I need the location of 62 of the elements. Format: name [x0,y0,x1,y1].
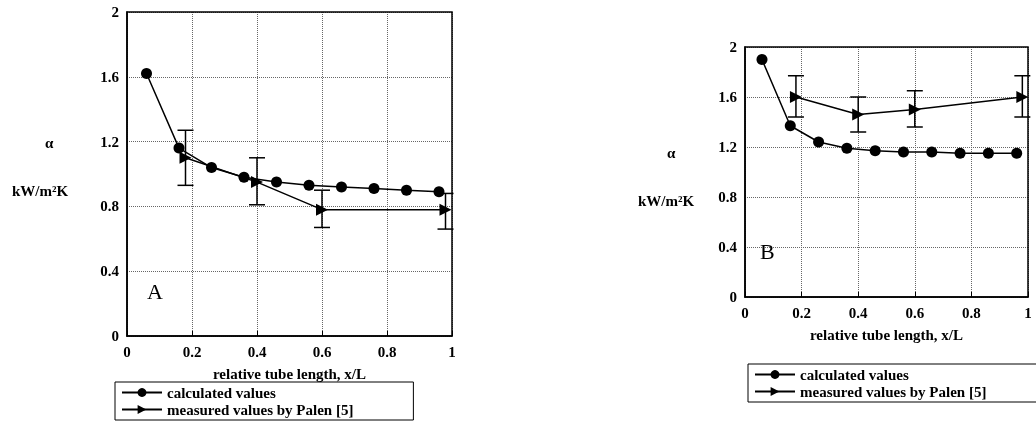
y-tick-label: 2 [729,39,737,55]
point [756,54,768,65]
point [433,186,445,198]
x-tick-label: 0 [741,304,749,321]
point [789,91,802,103]
point [908,103,921,116]
x-tick-label: 0.2 [182,343,202,360]
legend-label: measured values by Palen [5] [167,401,354,418]
point [982,147,994,159]
x-tick-label: 0.8 [377,343,397,360]
point [897,146,909,158]
x-tick-label: 0.4 [848,304,869,321]
y-tick-label: 1.6 [718,89,738,105]
x-tick-label: 0.2 [792,304,811,321]
point [336,181,347,193]
point [1011,147,1023,159]
y-tick-label: 1.6 [100,68,120,85]
x-tick-label: 1 [448,343,456,360]
annotation: A [147,278,163,304]
x-tick-label: 1 [1024,304,1032,321]
point [251,176,263,189]
point [1016,91,1029,103]
text: α kW/m²K [12,134,69,199]
y-tick-label: 0 [729,289,737,305]
x-tick-label: 0.4 [247,343,267,360]
point [316,203,328,216]
point [271,176,282,188]
y-tick-label: 0.8 [718,189,737,205]
y-tick-label: 1.2 [100,133,119,150]
x-axis-title: relative tube length, x/L [809,326,964,343]
point [869,145,881,157]
x-axis-title: relative tube length, x/L [212,365,367,382]
point [238,171,250,183]
point [141,68,152,80]
point [926,146,938,158]
point [954,147,966,159]
y-tick-label: 0.4 [718,239,738,255]
y-tick-label: 0.8 [100,198,119,215]
point [852,108,865,121]
x-tick-label: 0.6 [905,304,925,321]
text: α kW/m²K [638,144,695,209]
legend-label: measured values by Palen [5] [800,383,987,400]
y-tick-label: 2 [111,4,119,20]
point [784,120,796,132]
x-tick-label: 0.8 [962,304,981,321]
point [179,151,192,164]
x-tick-label: 0 [123,343,131,360]
point [303,179,315,191]
point [401,184,412,196]
y-tick-label: 1.2 [718,139,737,155]
y-tick-label: 0.4 [100,263,120,280]
y-tick-label: 0 [111,328,119,344]
point [368,183,380,195]
point [439,203,452,216]
x-tick-label: 0.6 [312,343,332,360]
point [173,142,185,154]
annotation: B [760,238,775,264]
point [206,162,217,174]
point [841,142,853,154]
legend-label: calculated values [167,384,276,401]
point [813,136,825,148]
legend-label: calculated values [800,366,909,383]
